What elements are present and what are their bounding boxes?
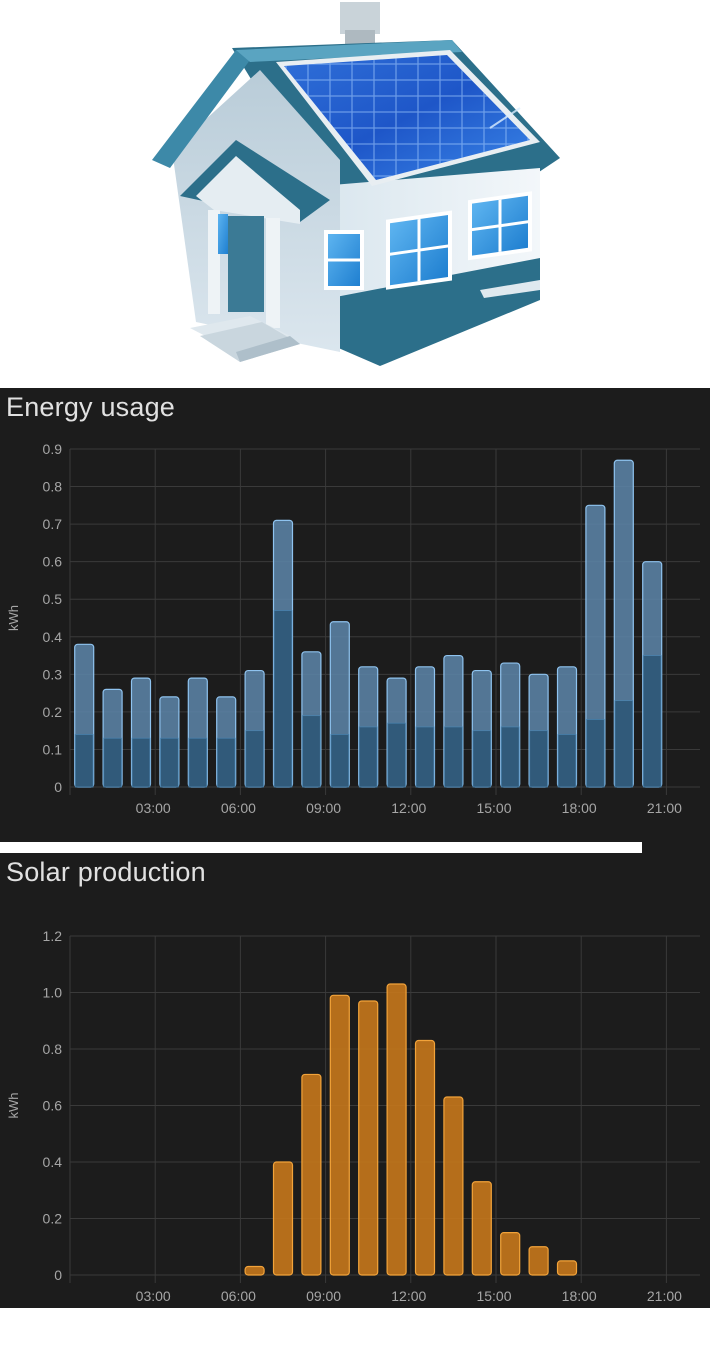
energy-y-tick-label: 0.4 — [43, 629, 63, 645]
energy-y-tick-label: 0.5 — [43, 591, 63, 607]
solar-y-tick-label: 0 — [54, 1267, 62, 1283]
solar-bar — [471, 1181, 492, 1276]
solar-x-tick-label: 18:00 — [562, 1288, 597, 1304]
solar-y-tick-label: 0.8 — [43, 1041, 63, 1057]
energy-base-bar — [557, 734, 577, 788]
solar-bar — [528, 1246, 549, 1276]
solar-x-tick-label: 21:00 — [647, 1288, 682, 1304]
solar-y-tick-label: 0.4 — [43, 1154, 63, 1170]
solar-bar — [272, 1161, 294, 1276]
energy-bars — [74, 459, 663, 788]
solar-bar — [358, 1000, 379, 1276]
solar-production-chart: 0 0.2 0.4 0.6 0.8 1.0 1.2 03:00 06:00 09:00 12:00 1… — [6, 928, 700, 1304]
energy-x-tick-label: 09:00 — [306, 800, 341, 816]
energy-base-bar — [358, 726, 378, 788]
solar-bars — [244, 983, 578, 1276]
house-with-solar-panels-icon — [152, 2, 560, 366]
energy-base-bar — [273, 610, 293, 788]
solar-y-tick-label: 0.6 — [43, 1098, 63, 1114]
solar-bar — [329, 994, 350, 1276]
solar-bar — [556, 1260, 578, 1276]
solar-production-card: Solar production 0 0.2 0.4 0.6 0.8 1.0 1.2 03:0… — [0, 853, 710, 1308]
energy-usage-card: Energy usage 0 0.1 0.2 0.3 0.4 0.5 0.6 0.7 0.8 0.… — [0, 388, 710, 842]
solar-bar — [301, 1073, 322, 1276]
energy-y-tick-label: 0.8 — [43, 479, 63, 495]
solar-x-tick-label: 15:00 — [476, 1288, 511, 1304]
energy-base-bar — [330, 734, 350, 788]
energy-y-tick-label: 0.3 — [43, 666, 63, 682]
energy-base-bar — [387, 722, 406, 788]
energy-base-bar — [500, 726, 520, 788]
energy-y-tick-label: 0.6 — [43, 554, 63, 570]
solar-y-tick-label: 1.2 — [43, 928, 63, 944]
energy-base-bar — [642, 655, 662, 788]
energy-x-tick-label: 06:00 — [221, 800, 256, 816]
solar-production-title: Solar production — [6, 857, 206, 887]
energy-base-bar — [74, 734, 94, 788]
energy-x-tick-label: 18:00 — [562, 800, 597, 816]
solar-x-tick-label: 03:00 — [136, 1288, 171, 1304]
energy-usage-title: Energy usage — [6, 392, 176, 422]
energy-y-tick-label: 0.9 — [43, 441, 63, 457]
energy-x-tick-label: 15:00 — [476, 800, 511, 816]
energy-y-tick-label: 0.1 — [43, 741, 63, 757]
solar-y-tick-label: 1.0 — [43, 985, 63, 1001]
energy-base-bar — [216, 737, 236, 788]
energy-base-bar — [188, 737, 208, 788]
energy-base-bar — [415, 726, 435, 788]
divider — [0, 842, 642, 853]
energy-x-tick-label: 03:00 — [136, 800, 171, 816]
door — [228, 216, 264, 312]
solar-x-tick-label: 09:00 — [306, 1288, 341, 1304]
energy-base-bar — [472, 730, 492, 788]
energy-y-tick-label: 0.7 — [43, 516, 63, 532]
energy-y-tick-label: 0 — [54, 779, 62, 795]
solar-y-tick-label: 0.2 — [43, 1211, 63, 1227]
solar-bar — [244, 1265, 265, 1276]
energy-usage-chart: 0 0.1 0.2 0.3 0.4 0.5 0.6 0.7 0.8 0.9 03:00 06:00 09… — [6, 441, 700, 816]
solar-y-axis-label: kWh — [6, 1093, 21, 1119]
energy-base-bar — [302, 715, 321, 788]
solar-bar — [443, 1096, 464, 1276]
hero-illustration — [0, 0, 710, 388]
solar-bar — [386, 983, 407, 1276]
energy-base-bar — [131, 737, 151, 788]
energy-y-tick-label: 0.2 — [43, 704, 63, 720]
energy-base-bar — [103, 737, 122, 788]
energy-base-bar — [614, 700, 634, 788]
solar-x-tick-label: 06:00 — [221, 1288, 256, 1304]
energy-x-tick-label: 12:00 — [391, 800, 426, 816]
energy-y-axis-label: kWh — [6, 605, 21, 631]
energy-base-bar — [444, 726, 463, 788]
energy-base-bar — [160, 737, 179, 788]
solar-x-tick-label: 12:00 — [391, 1288, 426, 1304]
energy-x-tick-label: 21:00 — [647, 800, 682, 816]
divider-gap — [642, 842, 710, 853]
chimney — [340, 2, 380, 34]
solar-bar — [500, 1232, 521, 1276]
energy-base-bar — [586, 718, 605, 788]
solar-bar — [414, 1039, 436, 1276]
solar-grid — [69, 935, 700, 1283]
energy-base-bar — [245, 730, 264, 788]
energy-base-bar — [529, 730, 548, 788]
